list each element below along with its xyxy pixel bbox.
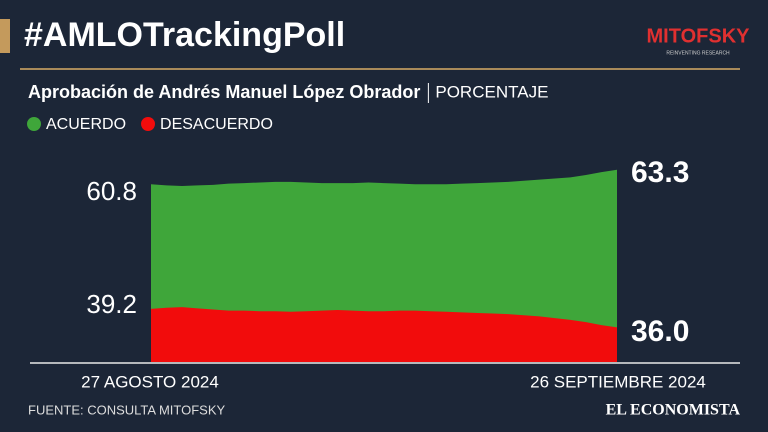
logo-tagline: REINVENTING RESEARCH	[666, 50, 730, 56]
chart-title: Aprobación de Andrés Manuel López Obrado…	[28, 82, 420, 102]
value-label: 60.8	[86, 176, 137, 206]
legend-label: ACUERDO	[46, 116, 126, 133]
legend-swatch	[141, 117, 156, 131]
value-label: 39.2	[86, 289, 137, 319]
value-label: 36.0	[631, 315, 689, 348]
brand: EL ECONOMISTA	[606, 402, 741, 419]
accent-bar	[0, 19, 10, 53]
value-label: 63.3	[631, 156, 689, 189]
legend-swatch	[27, 117, 41, 131]
page-title: #AMLOTrackingPoll	[24, 16, 345, 54]
source: FUENTE: CONSULTA MITOFSKY	[28, 402, 226, 417]
logo: MITOFSKY	[647, 25, 751, 47]
area	[151, 307, 617, 362]
chart-subtitle: PORCENTAJE	[435, 82, 548, 101]
x-tick-label: 26 SEPTIEMBRE 2024	[530, 372, 706, 391]
x-tick-label: 27 AGOSTO 2024	[81, 372, 219, 391]
legend-label: DESACUERDO	[160, 116, 273, 133]
